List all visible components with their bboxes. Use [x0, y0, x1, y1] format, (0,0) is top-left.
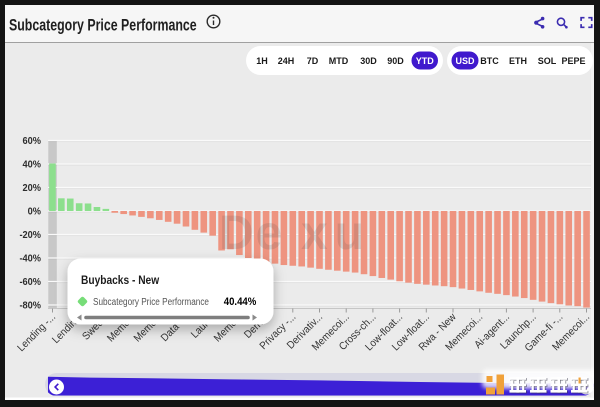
svg-text:BTC: BTC [480, 56, 499, 66]
svg-text:xu: xu [301, 207, 371, 260]
svg-text:ETH: ETH [509, 56, 527, 66]
svg-text:-40%: -40% [19, 253, 41, 265]
svg-text:90D: 90D [387, 56, 404, 66]
svg-text:60%: 60% [23, 136, 42, 148]
svg-text:7D: 7D [307, 56, 319, 66]
svg-text:-80%: -80% [19, 300, 41, 312]
svg-text:Subcategory Price Performance: Subcategory Price Performance [93, 295, 209, 307]
svg-text:0%: 0% [28, 206, 42, 218]
svg-text:PEPE: PEPE [561, 56, 585, 66]
svg-text:MTD: MTD [329, 56, 349, 66]
svg-text:USD: USD [455, 56, 475, 66]
svg-text:20%: 20% [23, 183, 42, 195]
svg-text:24H: 24H [278, 56, 295, 66]
svg-text:De: De [219, 207, 284, 260]
svg-text:30D: 30D [360, 56, 377, 66]
svg-text:40.44%: 40.44% [224, 296, 257, 308]
svg-text:1H: 1H [256, 56, 268, 66]
svg-text:SOL: SOL [538, 56, 557, 66]
svg-text:-60%: -60% [19, 277, 41, 289]
svg-text:Subcategory Price Performance: Subcategory Price Performance [9, 17, 197, 35]
svg-text:Buybacks - New: Buybacks - New [81, 274, 159, 287]
svg-text:-20%: -20% [19, 230, 41, 242]
svg-text:YTD: YTD [416, 56, 435, 66]
svg-text:40%: 40% [23, 159, 42, 171]
